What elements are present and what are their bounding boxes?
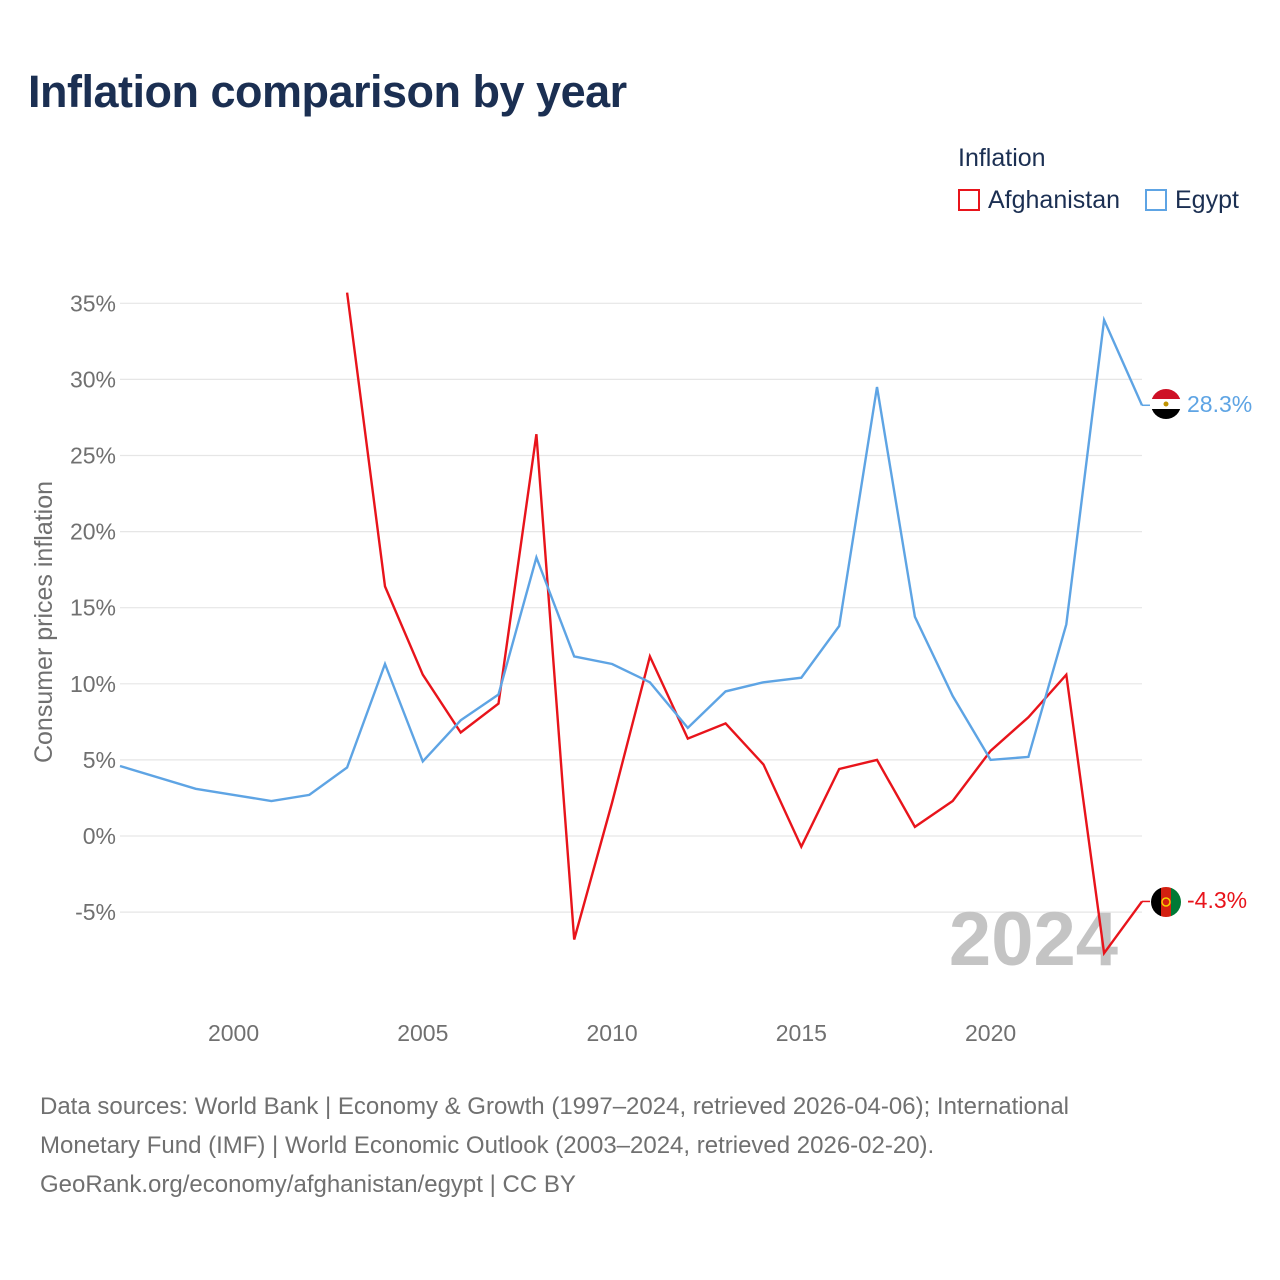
chart-title: Inflation comparison by year bbox=[28, 66, 627, 117]
y-tick-label: 25% bbox=[70, 443, 116, 469]
legend-item-afghanistan[interactable]: Afghanistan bbox=[958, 186, 1120, 214]
x-tick-label: 2015 bbox=[776, 1020, 827, 1046]
y-tick-label: 0% bbox=[83, 823, 116, 849]
series-line-afghanistan[interactable] bbox=[345, 292, 1143, 957]
x-tick-label: 2000 bbox=[208, 1020, 259, 1046]
y-tick-label: 30% bbox=[70, 366, 116, 392]
source-line-1: Data sources: World Bank | Economy & Gro… bbox=[40, 1093, 1070, 1120]
source-line-3[interactable]: GeoRank.org/economy/afghanistan/egypt | … bbox=[40, 1171, 576, 1198]
y-tick-label: 15% bbox=[70, 595, 116, 621]
end-label-afghanistan: -4.3% bbox=[1187, 887, 1247, 913]
x-tick-label: 2005 bbox=[397, 1020, 448, 1046]
series-lines bbox=[119, 292, 1150, 957]
legend-title: Inflation bbox=[958, 144, 1046, 172]
line-chart: 35%30%25%20%15%10%5%0%-5% 2000 2005 2010 20… bbox=[30, 290, 1252, 1046]
legend-label-egypt: Egypt bbox=[1175, 185, 1239, 214]
x-axis-ticks: 2000 2005 2010 2015 2020 bbox=[208, 1020, 1016, 1046]
y-axis-ticks: 35% 30% 25% 20% 15% 10% 5% 0% -5% bbox=[70, 290, 116, 925]
legend-swatch-egypt bbox=[1145, 189, 1167, 211]
legend-item-egypt[interactable]: Egypt bbox=[1145, 186, 1239, 214]
legend-swatch-afghanistan bbox=[958, 189, 980, 211]
source-line-2[interactable]: Monetary Fund (IMF) | World Economic Out… bbox=[40, 1132, 935, 1159]
series-line-egypt[interactable] bbox=[119, 315, 1144, 803]
y-tick-label: 20% bbox=[70, 519, 116, 545]
y-axis-label: Consumer prices inflation bbox=[30, 481, 58, 763]
egypt-flag-icon bbox=[1151, 389, 1181, 419]
end-label-egypt: 28.3% bbox=[1187, 391, 1252, 417]
x-tick-label: 2010 bbox=[586, 1020, 637, 1046]
source-note: Data sources: World Bank | Economy & Gro… bbox=[40, 1087, 1240, 1204]
y-tick-label: 5% bbox=[83, 747, 116, 773]
y-tick-label: 10% bbox=[70, 671, 116, 697]
afghanistan-flag-icon bbox=[1151, 887, 1181, 917]
y-tick-label: -5% bbox=[75, 899, 116, 925]
y-tick-label: 35% bbox=[70, 290, 116, 316]
x-tick-label: 2020 bbox=[965, 1020, 1016, 1046]
legend-label-afghanistan: Afghanistan bbox=[988, 185, 1121, 214]
year-watermark: 2024 bbox=[949, 897, 1118, 982]
grid-lines bbox=[120, 302, 1142, 913]
